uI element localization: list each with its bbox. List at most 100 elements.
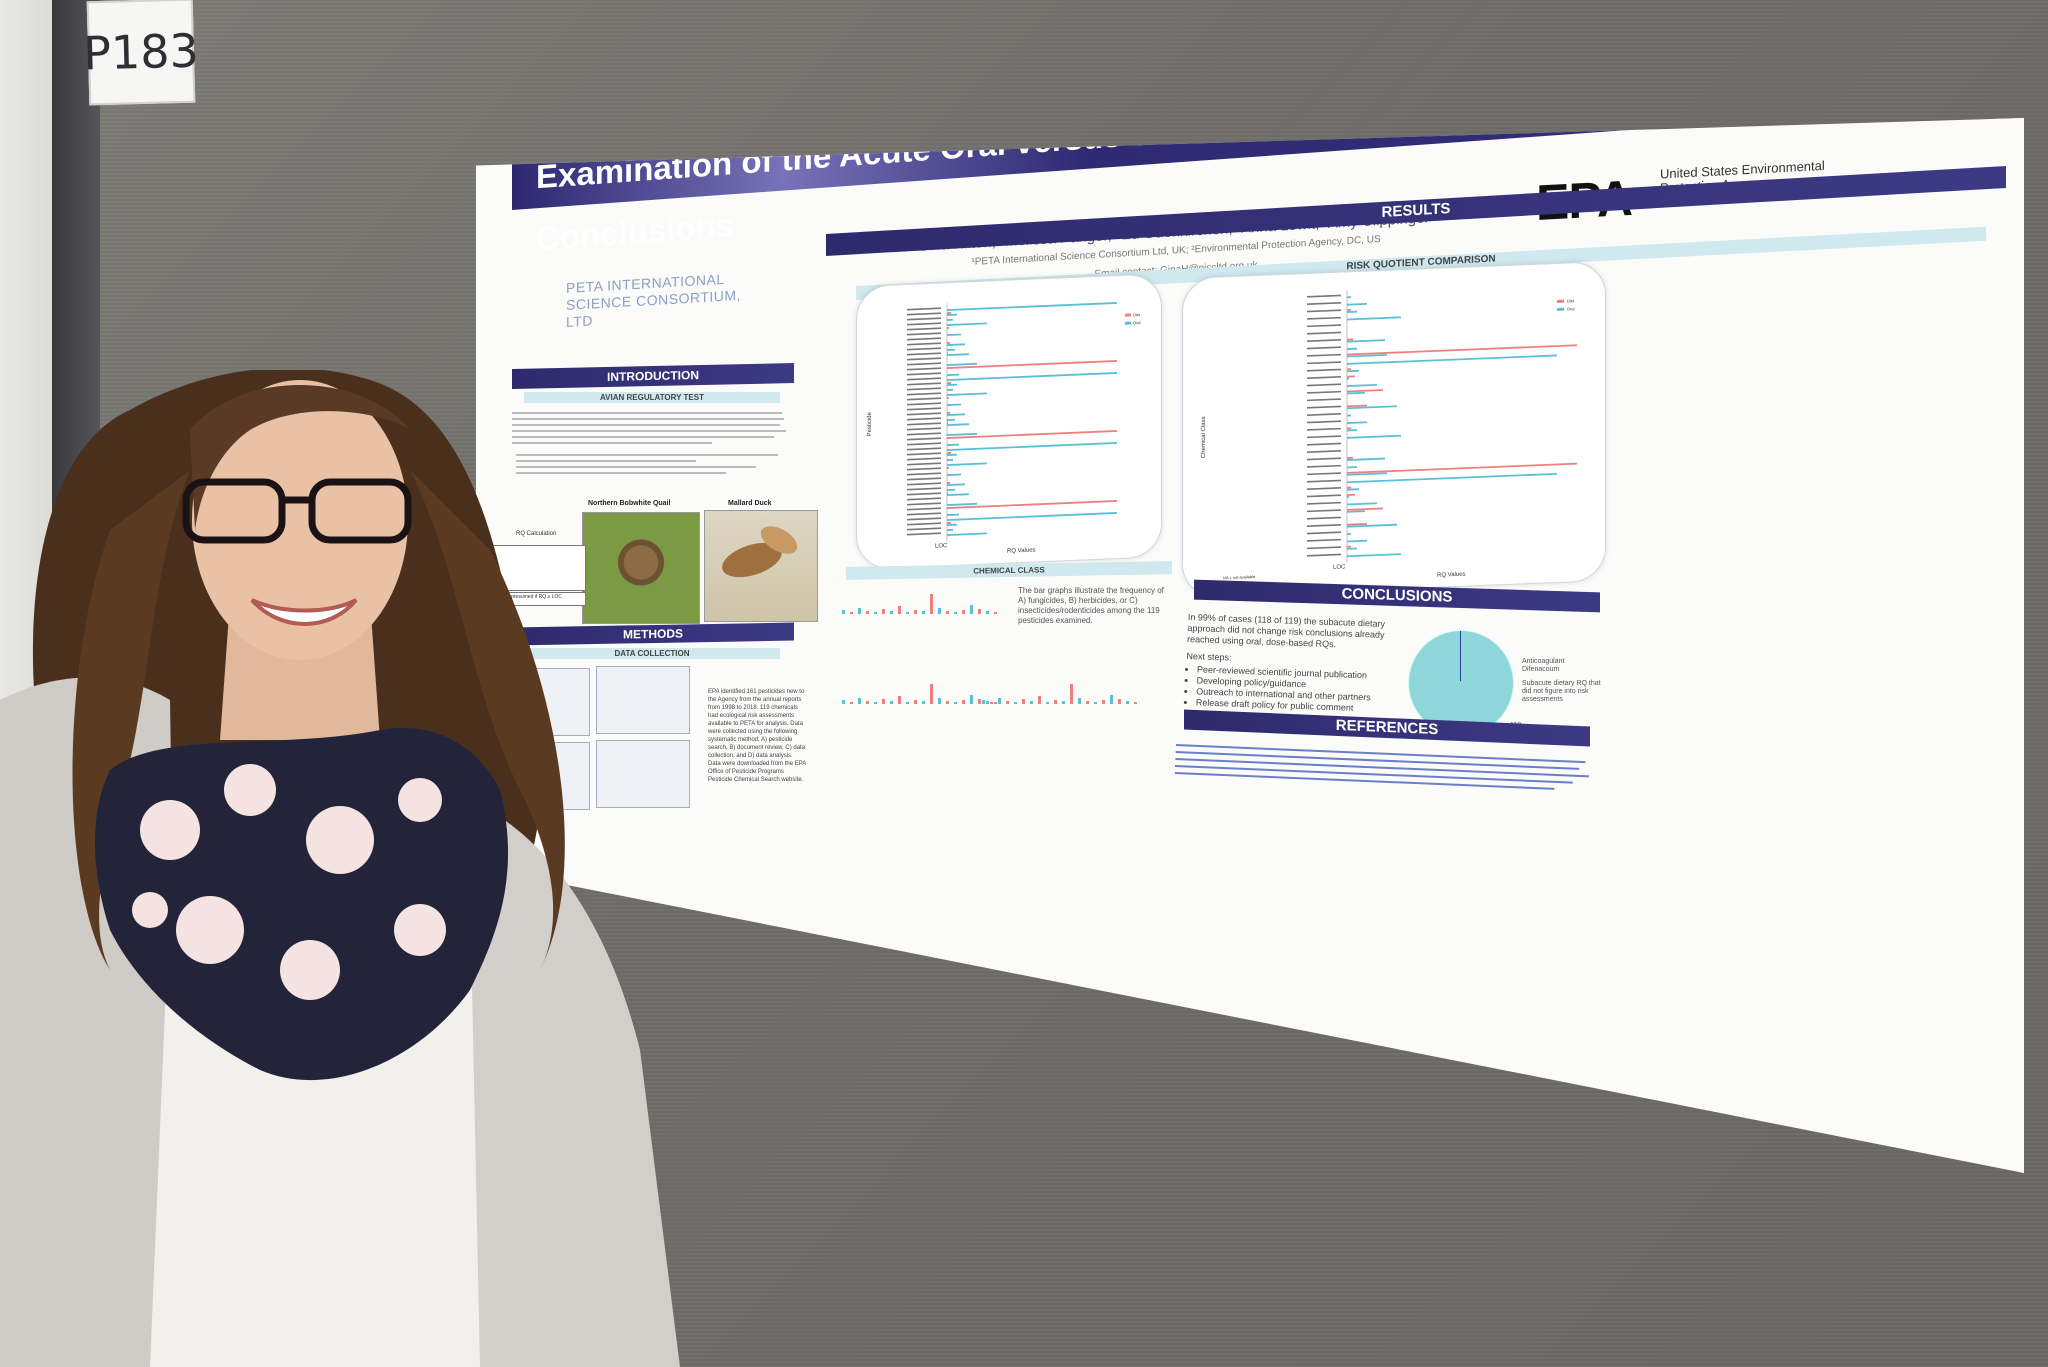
diet-bar bbox=[1347, 456, 1353, 459]
chemical-class-bar bbox=[1038, 696, 1041, 704]
row-label-mark bbox=[907, 437, 941, 441]
chemical-class-bar bbox=[906, 702, 909, 704]
row-label-mark bbox=[1307, 531, 1341, 535]
chemical-class-bar bbox=[922, 701, 925, 704]
face bbox=[192, 380, 408, 660]
diet-bar bbox=[947, 312, 951, 314]
oral-bar bbox=[947, 372, 1117, 381]
diet-bar bbox=[947, 412, 950, 414]
chemical-class-bar bbox=[994, 612, 997, 614]
chemical-class-bar bbox=[994, 702, 997, 704]
oral-bar bbox=[947, 462, 987, 466]
peta-logo: PETA INTERNATIONAL SCIENCE CONSORTIUM, L… bbox=[566, 270, 741, 330]
chart-b-loc: LOC bbox=[1333, 564, 1346, 571]
chemical-class-caption: The bar graphs illustrate the frequency … bbox=[1018, 586, 1164, 625]
chemical-class-bar bbox=[1134, 702, 1137, 704]
duck-caption: Mallard Duck bbox=[728, 500, 772, 507]
oral-bar bbox=[1347, 533, 1351, 535]
oral-bar bbox=[947, 313, 957, 316]
chemical-class-bar bbox=[938, 608, 941, 614]
oral-bar bbox=[947, 383, 957, 386]
chemical-class-bar bbox=[890, 701, 893, 704]
oral-bar bbox=[1347, 502, 1377, 506]
diet-bar bbox=[947, 430, 1117, 439]
oral-bar bbox=[947, 348, 955, 351]
row-label-mark bbox=[1307, 516, 1341, 520]
row-label-mark bbox=[907, 462, 941, 466]
row-label-mark bbox=[907, 332, 941, 336]
oral-bar bbox=[1347, 383, 1377, 387]
oral-bar bbox=[947, 343, 965, 346]
oral-bar bbox=[1347, 377, 1349, 380]
pie-legend-subacute: Subacute dietary RQ that did not figure … bbox=[1522, 680, 1601, 703]
oral-bar bbox=[1347, 472, 1557, 484]
row-label-mark bbox=[907, 417, 941, 421]
row-label-mark bbox=[1307, 524, 1341, 527]
duck-photo bbox=[704, 510, 818, 622]
row-label-mark bbox=[1307, 405, 1341, 409]
row-label-mark bbox=[907, 442, 941, 446]
diet-bar bbox=[1347, 507, 1383, 511]
row-label-mark bbox=[1307, 413, 1341, 416]
row-label-mark bbox=[907, 507, 941, 511]
oral-bar bbox=[1347, 310, 1357, 313]
diet-bar bbox=[1347, 404, 1367, 408]
row-label-mark bbox=[907, 347, 941, 351]
chemical-class-bar bbox=[978, 699, 981, 704]
oral-bar bbox=[1347, 405, 1397, 410]
oral-bar bbox=[1347, 347, 1357, 350]
row-label-mark bbox=[907, 427, 941, 431]
row-label-mark bbox=[1307, 457, 1341, 461]
diet-bar bbox=[1347, 486, 1351, 489]
chart-b-legend-oral: Oral bbox=[1567, 306, 1575, 311]
diet-bar bbox=[1347, 389, 1383, 393]
oral-bar bbox=[947, 403, 961, 406]
oral-bar bbox=[947, 532, 987, 536]
row-label-mark bbox=[907, 432, 941, 436]
diet-bar bbox=[947, 452, 951, 454]
row-label-mark bbox=[907, 337, 941, 341]
row-label-mark bbox=[907, 422, 941, 426]
row-label-mark bbox=[907, 387, 941, 391]
row-label-mark bbox=[907, 327, 941, 331]
oral-bar bbox=[947, 493, 969, 496]
diet-bar bbox=[947, 360, 1117, 369]
row-label-mark bbox=[907, 482, 941, 486]
chemical-class-bar bbox=[882, 609, 885, 614]
row-label-mark bbox=[907, 307, 941, 311]
row-label-mark bbox=[1307, 398, 1341, 402]
chemical-class-bar bbox=[982, 700, 985, 704]
screenshot-document-review bbox=[596, 666, 690, 734]
row-label-mark bbox=[1307, 368, 1341, 372]
chemical-class-bar bbox=[1022, 699, 1025, 704]
chemical-class-charts bbox=[832, 574, 1172, 774]
chemical-class-bar bbox=[970, 695, 973, 704]
row-label-mark bbox=[907, 522, 941, 526]
rq-note: Risk is presumed if RQ ≥ LOC bbox=[492, 592, 586, 606]
row-label-mark bbox=[1307, 464, 1341, 468]
row-label-mark bbox=[1307, 420, 1341, 424]
oral-bar bbox=[947, 302, 1117, 311]
oral-bar bbox=[1347, 369, 1359, 373]
row-label-mark bbox=[1307, 383, 1341, 387]
oral-bar bbox=[1347, 457, 1385, 461]
scarf bbox=[95, 728, 509, 1081]
oral-bar bbox=[1347, 296, 1351, 299]
chemical-class-bar bbox=[866, 701, 869, 704]
row-label-mark bbox=[907, 512, 941, 516]
row-label-mark bbox=[907, 312, 941, 316]
introduction-subheading: AVIAN REGULATORY TEST bbox=[524, 392, 780, 403]
oral-bar bbox=[1347, 434, 1401, 439]
chemical-class-bar bbox=[850, 702, 853, 704]
row-label-mark bbox=[907, 527, 941, 531]
row-label-mark bbox=[1307, 339, 1341, 342]
oral-bar bbox=[947, 483, 965, 486]
chemical-class-bar bbox=[1054, 700, 1057, 704]
oral-bar bbox=[947, 442, 1117, 451]
row-label-mark bbox=[907, 407, 941, 411]
chemical-class-mini-charts bbox=[842, 594, 1137, 704]
oral-bar bbox=[947, 432, 977, 436]
oral-bar bbox=[1347, 539, 1367, 543]
row-label-mark bbox=[907, 492, 941, 496]
pesticide-rq-chart: Pesticide RQ Values LOC Diet Oral bbox=[856, 273, 1162, 570]
